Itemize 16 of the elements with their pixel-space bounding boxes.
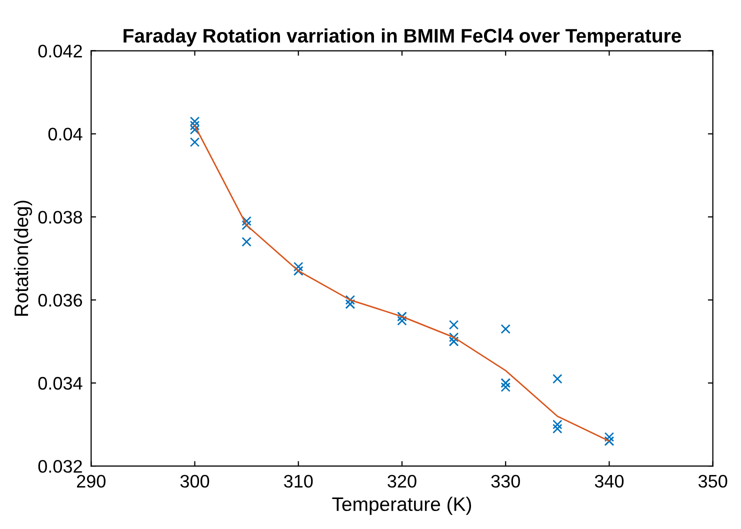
y-tick-label: 0.032 (38, 460, 82, 473)
x-tick-label: 310 (284, 474, 313, 488)
y-tick-label: 0.034 (38, 376, 82, 390)
x-tick-label: 320 (388, 474, 416, 488)
x-tick-label: 350 (698, 474, 728, 488)
x-tick-label: 300 (180, 474, 210, 488)
y-tick-label: 0.04 (48, 128, 82, 141)
y-tick-label: 0.038 (38, 210, 82, 224)
x-tick-label: 340 (594, 474, 624, 488)
y-tick-label: 0.042 (38, 44, 82, 58)
x-tick-label: 290 (76, 474, 106, 488)
y-tick-label: 0.036 (38, 294, 82, 307)
x-axis-title: Temperature (K) (332, 496, 472, 515)
chart-title: Faraday Rotation varriation in BMIM FeCl4 over Temperature (124, 28, 682, 46)
y-axis-title: Rotation(deg) (14, 200, 32, 316)
x-tick-label: 330 (491, 474, 520, 488)
